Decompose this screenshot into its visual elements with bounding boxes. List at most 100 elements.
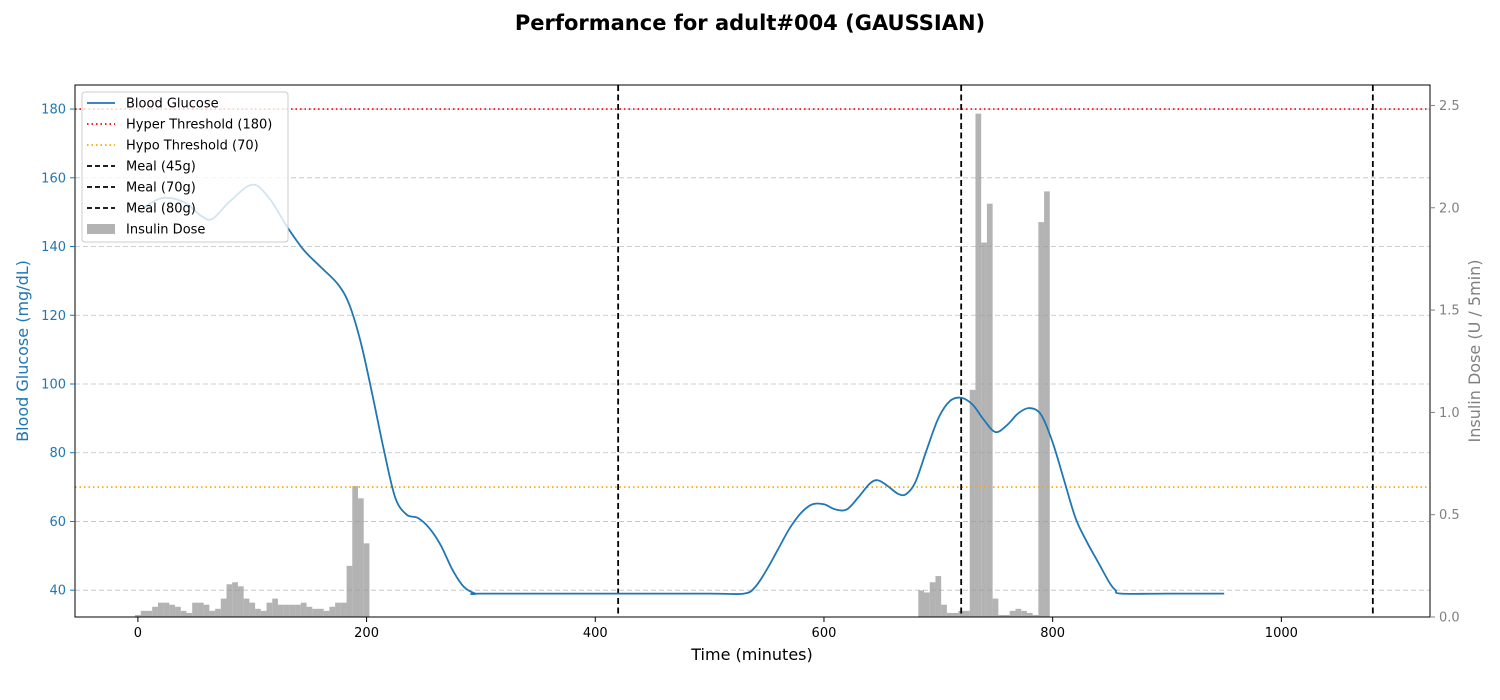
insulin-bar	[363, 543, 370, 617]
legend-hyper-label: Hyper Threshold (180)	[126, 118, 272, 133]
insulin-bar	[237, 586, 244, 617]
y-left-tick-label: 40	[49, 584, 66, 599]
meal-lines	[617, 85, 1374, 617]
insulin-bar	[249, 602, 256, 617]
insulin-bar	[157, 602, 164, 617]
insulin-bar	[169, 604, 176, 617]
insulin-bar	[975, 113, 982, 618]
insulin-bar	[1015, 608, 1022, 617]
insulin-bar	[140, 610, 147, 617]
insulin-bar	[243, 598, 250, 617]
legend-meal-80-label: Meal (80g)	[126, 202, 196, 217]
legend-meal-70-label: Meal (70g)	[126, 181, 196, 196]
insulin-bar	[998, 614, 1005, 617]
x-axis-label: Time (minutes)	[690, 645, 813, 664]
y-left-tick-label: 100	[41, 377, 66, 392]
insulin-bar	[352, 486, 359, 617]
insulin-bar	[969, 389, 976, 617]
insulin-bar	[964, 610, 970, 617]
insulin-bar	[232, 582, 238, 617]
legend-glucose-label: Blood Glucose	[126, 97, 219, 112]
insulin-bar	[180, 610, 187, 617]
insulin-bar	[924, 592, 930, 617]
insulin-bar	[289, 604, 296, 617]
insulin-bar	[209, 610, 216, 617]
legend-box	[81, 91, 289, 243]
insulin-bar	[186, 612, 193, 617]
insulin-bar	[295, 604, 301, 617]
insulin-bar	[929, 582, 936, 617]
y-left-tick-label: 120	[41, 309, 66, 324]
grid-lines	[75, 108, 1430, 591]
insulin-bar	[317, 608, 324, 617]
legend-insulin-swatch	[87, 224, 115, 234]
axes: 0 200 400 600 800 1000 40 60 80 100 120 140 160 180 0.…	[41, 99, 1460, 641]
x-tick-label: 400	[583, 626, 608, 641]
glucose-line-group	[137, 183, 1225, 596]
insulin-bar	[946, 612, 953, 617]
insulin-bar	[306, 606, 313, 617]
insulin-bar	[220, 598, 227, 617]
insulin-bar	[952, 612, 959, 617]
legend-hypo-label: Hypo Threshold (70)	[126, 139, 259, 154]
insulin-bar	[1032, 614, 1039, 617]
y-left-tick-label: 160	[41, 171, 66, 186]
insulin-bar	[300, 602, 307, 617]
legend: Blood Glucose Hyper Threshold (180) Hypo T…	[81, 91, 289, 243]
insulin-bar	[175, 606, 181, 617]
insulin-bar	[1038, 222, 1045, 618]
legend-meal-45-label: Meal (45g)	[126, 160, 196, 175]
insulin-bar	[1009, 610, 1016, 617]
y-left-tick-label: 140	[41, 240, 66, 255]
insulin-bar	[986, 203, 993, 617]
insulin-bar	[255, 608, 261, 617]
insulin-bar	[323, 610, 330, 617]
insulin-bar	[272, 598, 278, 617]
insulin-bars	[135, 113, 1050, 618]
chart-title: Performance for adult#004 (GAUSSIAN)	[515, 11, 985, 35]
insulin-bar	[146, 610, 153, 617]
glucose-line	[137, 183, 1225, 596]
insulin-bar	[312, 608, 318, 617]
insulin-bar	[941, 604, 947, 617]
threshold-lines	[75, 108, 1430, 488]
insulin-bar	[992, 598, 999, 617]
x-tick-label: 1000	[1265, 626, 1298, 641]
y-axis-left-label: Blood Glucose (mg/dL)	[13, 260, 32, 442]
insulin-bar	[329, 606, 336, 617]
y-right-tick-label: 0.0	[1439, 611, 1460, 626]
insulin-bar	[1021, 610, 1027, 617]
insulin-bar	[163, 602, 170, 617]
insulin-bar	[346, 565, 353, 617]
insulin-bar	[1026, 612, 1033, 617]
y-left-tick-label: 80	[49, 446, 66, 461]
y-right-tick-label: 2.5	[1439, 99, 1460, 114]
insulin-bar	[277, 604, 284, 617]
insulin-bar	[203, 604, 210, 617]
x-tick-label: 0	[134, 626, 142, 641]
y-right-tick-label: 2.0	[1439, 201, 1460, 216]
insulin-bar	[981, 242, 987, 618]
insulin-bar	[958, 610, 965, 617]
insulin-bar	[935, 576, 942, 617]
insulin-bar	[358, 498, 364, 617]
insulin-bar	[260, 610, 267, 617]
y-left-tick-label: 180	[41, 103, 66, 118]
y-right-tick-label: 1.0	[1439, 406, 1460, 421]
insulin-bar	[197, 602, 204, 617]
y-axis-right-label: Insulin Dose (U / 5min)	[1465, 260, 1484, 443]
insulin-bar	[215, 608, 221, 617]
insulin-bar	[135, 614, 141, 617]
insulin-bar	[335, 602, 341, 617]
plot-frame	[74, 84, 1431, 618]
y-right-tick-label: 0.5	[1439, 508, 1460, 523]
legend-insulin-label: Insulin Dose	[126, 223, 205, 238]
insulin-bar	[192, 602, 198, 617]
y-left-tick-label: 60	[49, 515, 66, 530]
insulin-bar	[340, 602, 347, 617]
insulin-bar	[152, 606, 158, 617]
insulin-bar	[1044, 191, 1050, 617]
x-tick-label: 200	[354, 626, 379, 641]
insulin-bar	[1004, 614, 1010, 617]
